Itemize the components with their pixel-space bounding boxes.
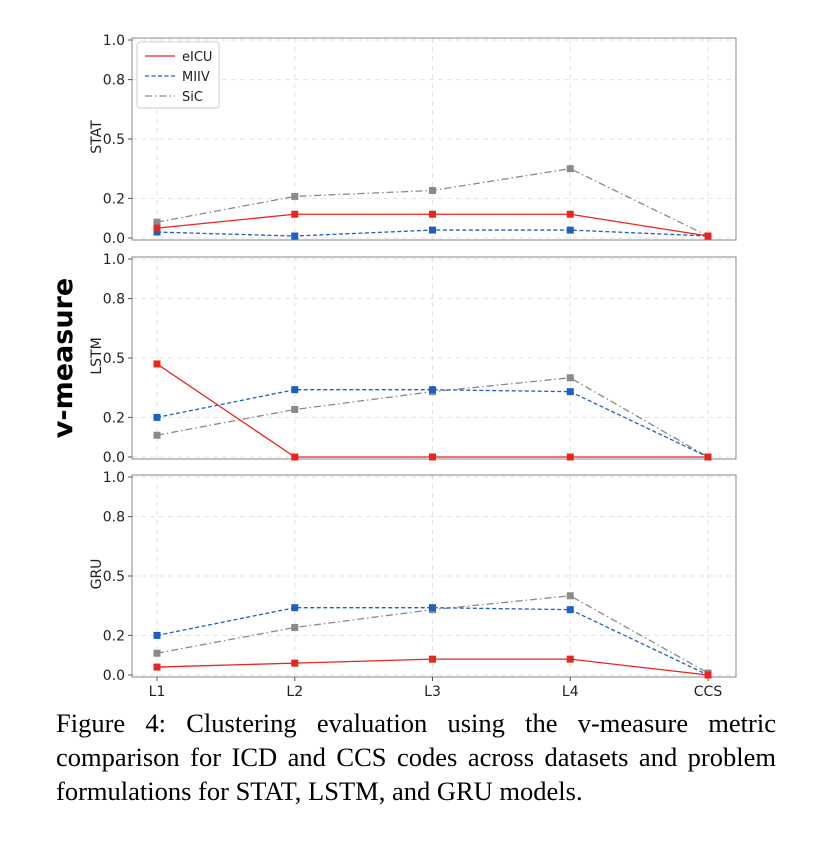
data-point-sic [291, 405, 299, 413]
data-point-sic [291, 192, 299, 200]
data-point-miiv [153, 631, 161, 639]
data-point-sic [429, 186, 436, 194]
data-point-sic [566, 592, 574, 600]
figure-caption: Figure 4: Clustering evaluation using th… [56, 708, 776, 806]
data-point-eicu [153, 360, 161, 368]
series-line-miiv [156, 607, 709, 676]
chart-panels: 0.00.20.50.81.0STATeICUMIIVSiC0.00.20.50… [89, 33, 737, 700]
data-point-miiv [429, 604, 436, 612]
data-point-eicu [566, 655, 574, 663]
data-point-eicu [704, 232, 712, 240]
legend-label-eicu: eICU [182, 50, 212, 65]
data-point-eicu [291, 210, 299, 218]
v-measure-figure: v-measure 0.0 0.2 0.5 0.8 1.0 STAT eICU MIIV SiC… [48, 33, 737, 700]
x-tick-label: CCS [694, 684, 723, 700]
y-tick-label: 0.0 [103, 450, 125, 466]
legend-label-sic: SiC [182, 90, 203, 105]
data-point-miiv [153, 413, 161, 421]
data-point-eicu [704, 671, 712, 679]
data-point-eicu [291, 659, 299, 667]
data-point-sic [153, 649, 161, 657]
y-tick-label: 0.8 [103, 73, 125, 89]
y-tick-label: 0.2 [103, 628, 125, 644]
data-point-miiv [291, 386, 299, 394]
data-point-eicu [429, 210, 436, 218]
y-tick-label: 0.0 [103, 668, 125, 684]
data-point-miiv [566, 606, 574, 614]
data-point-eicu [566, 453, 574, 461]
data-point-eicu [429, 453, 436, 461]
panel-label: LSTM [89, 337, 105, 374]
panel-label: STAT [89, 120, 105, 154]
shared-y-axis-label: v-measure [48, 278, 79, 438]
x-tick-label: L2 [286, 684, 303, 700]
data-point-sic [566, 165, 574, 173]
panel-label: GRU [89, 559, 105, 590]
data-point-sic [566, 374, 574, 382]
y-tick-label: 0.5 [103, 569, 125, 585]
y-tick-label: 0.0 [103, 231, 125, 247]
x-tick-label: L3 [424, 684, 441, 700]
y-tick-label: 0.5 [103, 132, 125, 148]
data-point-eicu [153, 663, 161, 671]
y-tick-label: 0.8 [103, 510, 125, 526]
y-tick-label: 1.0 [103, 470, 125, 486]
data-point-eicu [704, 453, 712, 461]
data-point-eicu [153, 224, 161, 232]
y-tick-label: 1.0 [103, 33, 125, 49]
data-point-miiv [153, 228, 161, 236]
y-tick-label: 0.2 [103, 410, 125, 426]
data-point-eicu [291, 453, 299, 461]
y-tick-label: 1.0 [103, 252, 125, 268]
y-tick-label: 0.8 [103, 292, 125, 308]
data-point-miiv [566, 226, 574, 234]
panel-stat: 0.0 0.2 0.5 0.8 1.0 STAT eICU MIIV SiC [89, 33, 737, 247]
y-tick-label: 0.5 [103, 351, 125, 367]
data-point-miiv [429, 226, 436, 234]
panel-lstm: 0.0 0.2 0.5 0.8 1.0 LSTM [89, 252, 737, 466]
series-line-miiv [156, 389, 709, 458]
data-point-sic [153, 431, 161, 439]
panel-gru: 0.0 0.2 0.5 0.8 1.0 GRU L1 L2 L3 L4 CCS [89, 470, 737, 700]
y-tick-label: 0.2 [103, 191, 125, 207]
data-point-sic [291, 623, 299, 631]
x-tick-label: L1 [149, 684, 166, 700]
legend-label-miiv: MIIV [182, 70, 210, 85]
data-point-sic [153, 218, 161, 226]
data-point-miiv [291, 232, 299, 240]
data-point-miiv [291, 604, 299, 612]
data-point-eicu [566, 210, 574, 218]
data-point-miiv [429, 386, 436, 394]
data-point-eicu [429, 655, 436, 663]
x-tick-label: L4 [562, 684, 579, 700]
data-point-miiv [566, 388, 574, 396]
